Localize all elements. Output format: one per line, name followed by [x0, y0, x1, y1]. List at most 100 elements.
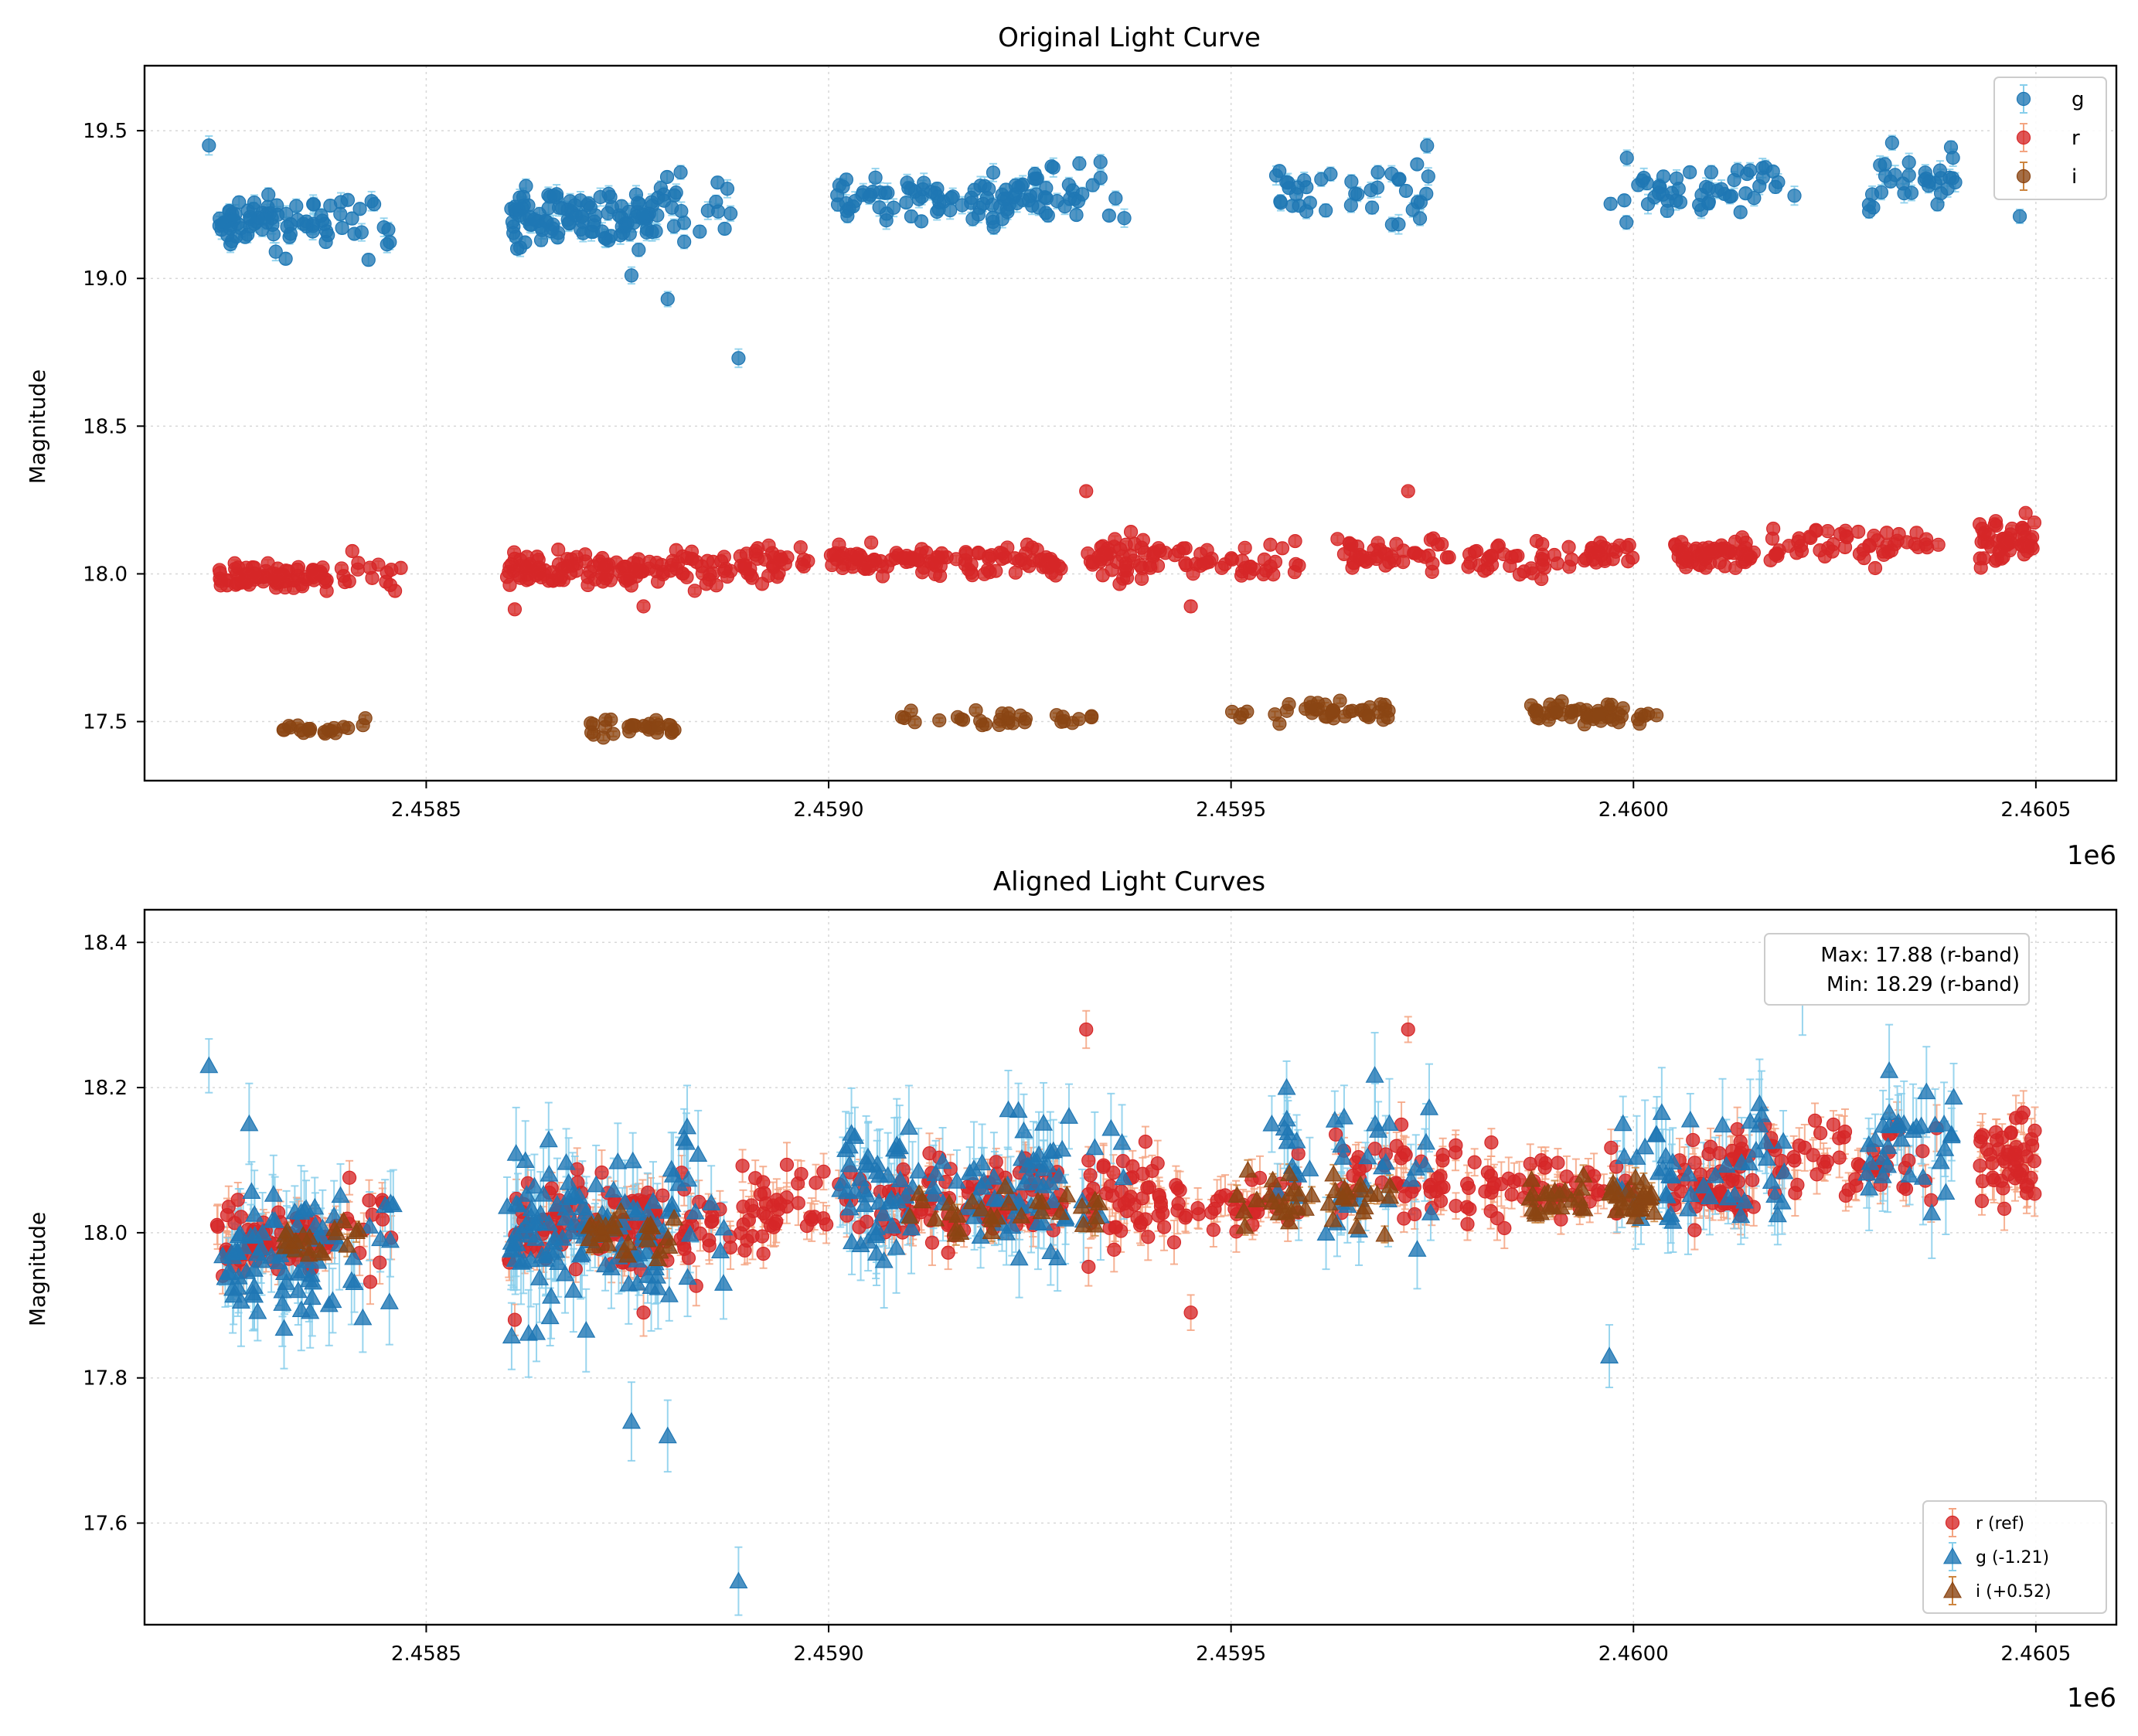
data-point-r: [1153, 1199, 1169, 1214]
data-point-i: [1084, 710, 1099, 725]
data-point-r: [989, 1155, 1003, 1169]
data-point-r: [1123, 524, 1139, 540]
data-point-g: [1603, 196, 1618, 211]
data-point-i: [302, 721, 318, 737]
data-point-g: [632, 243, 646, 257]
data-point-r: [578, 554, 593, 569]
data-point-r: [1578, 551, 1594, 566]
data-point-r: [319, 584, 334, 598]
data-point-g: [1710, 183, 1724, 198]
data-point-r: [1730, 1122, 1745, 1137]
data-point-g: [1398, 183, 1414, 199]
data-point-r: [1147, 545, 1162, 560]
data-point-g: [1030, 171, 1044, 186]
data-point-r: [769, 1214, 784, 1229]
data-point-r: [534, 570, 549, 585]
data-point-r: [703, 567, 717, 582]
data-point-i: [1605, 713, 1620, 727]
data-point-r: [2016, 1105, 2031, 1120]
data-point-i: [1224, 704, 1240, 720]
data-point-r: [748, 1171, 763, 1186]
data-point-r: [507, 1312, 523, 1327]
data-point-g: [1117, 211, 1132, 226]
data-point-g: [593, 189, 608, 205]
data-point-r: [1790, 1177, 1805, 1193]
data-point-r: [1920, 540, 1935, 555]
data-point-r: [1394, 1151, 1408, 1166]
data-point-g: [839, 172, 854, 187]
data-point-r: [1081, 1153, 1096, 1168]
data-point-r: [1996, 1151, 2011, 1166]
data-point-r: [393, 560, 408, 575]
data-point-g: [335, 220, 349, 236]
x-offset-label: 1e6: [2067, 1683, 2116, 1714]
data-point-g: [720, 182, 735, 196]
data-point-r: [1461, 1180, 1476, 1196]
data-point-g: [1292, 199, 1306, 213]
data-point-r: [383, 577, 398, 593]
data-point-g: [1069, 207, 1084, 223]
legend-symbol: [2016, 168, 2031, 184]
data-point-r: [362, 1193, 376, 1208]
data-point-r: [1561, 540, 1576, 554]
data-point-g: [1384, 217, 1399, 232]
data-point-r: [568, 1262, 583, 1277]
data-point-r: [1081, 1259, 1096, 1275]
data-point-r: [1135, 1166, 1150, 1181]
data-point-g: [622, 226, 637, 241]
data-point-g: [261, 187, 276, 202]
data-point-r: [1973, 560, 1988, 575]
data-point-g: [518, 235, 533, 250]
data-point-g: [992, 199, 1008, 214]
data-point-r: [1243, 560, 1258, 574]
data-point-r: [982, 565, 997, 580]
legend-box: [1993, 77, 2107, 200]
data-point-r: [1422, 1179, 1437, 1194]
data-point-r: [556, 573, 571, 587]
y-tick-label: 18.4: [83, 931, 128, 955]
data-point-r: [927, 556, 941, 570]
data-point-r: [873, 553, 888, 569]
data-point-r: [557, 560, 572, 575]
data-point-g: [604, 200, 620, 215]
data-point-g: [1918, 171, 1933, 186]
data-point-r: [342, 1170, 357, 1185]
data-point-r: [551, 543, 566, 557]
data-point-r: [998, 550, 1013, 565]
data-point-g: [1758, 160, 1773, 175]
data-point-r: [1769, 546, 1784, 561]
data-point-r: [1435, 1153, 1450, 1168]
data-point-r: [2027, 515, 2042, 530]
data-point-r: [1183, 1305, 1198, 1320]
data-point-r: [1809, 1167, 1824, 1182]
data-point-r: [702, 1238, 717, 1253]
data-point-i: [894, 710, 910, 724]
data-point-r: [809, 1176, 823, 1190]
chart-title: Original Light Curve: [998, 22, 1261, 53]
data-point-i: [586, 717, 601, 732]
data-point-r: [1484, 1135, 1499, 1150]
data-point-r: [1612, 538, 1627, 553]
data-point-r: [1529, 533, 1544, 549]
data-point-r: [1915, 1144, 1930, 1159]
data-point-g: [533, 233, 549, 247]
data-point-g: [232, 195, 247, 209]
data-point-r: [1210, 1193, 1224, 1208]
data-point-g: [624, 268, 639, 283]
data-point-r: [1435, 536, 1449, 552]
data-point-r: [1792, 531, 1806, 546]
data-point-r: [1490, 540, 1505, 554]
data-point-r: [636, 1305, 651, 1320]
data-point-g: [1733, 205, 1748, 220]
data-point-g: [364, 194, 379, 209]
x-tick-label: 2.4585: [391, 798, 461, 822]
data-point-i: [1381, 710, 1395, 725]
data-point-r: [1401, 1022, 1415, 1037]
data-point-g: [202, 138, 216, 153]
data-point-r: [1564, 552, 1579, 567]
data-point-r: [1217, 557, 1232, 572]
data-point-i: [975, 718, 989, 733]
data-point-r: [1728, 560, 1743, 575]
data-point-r: [860, 1214, 874, 1229]
